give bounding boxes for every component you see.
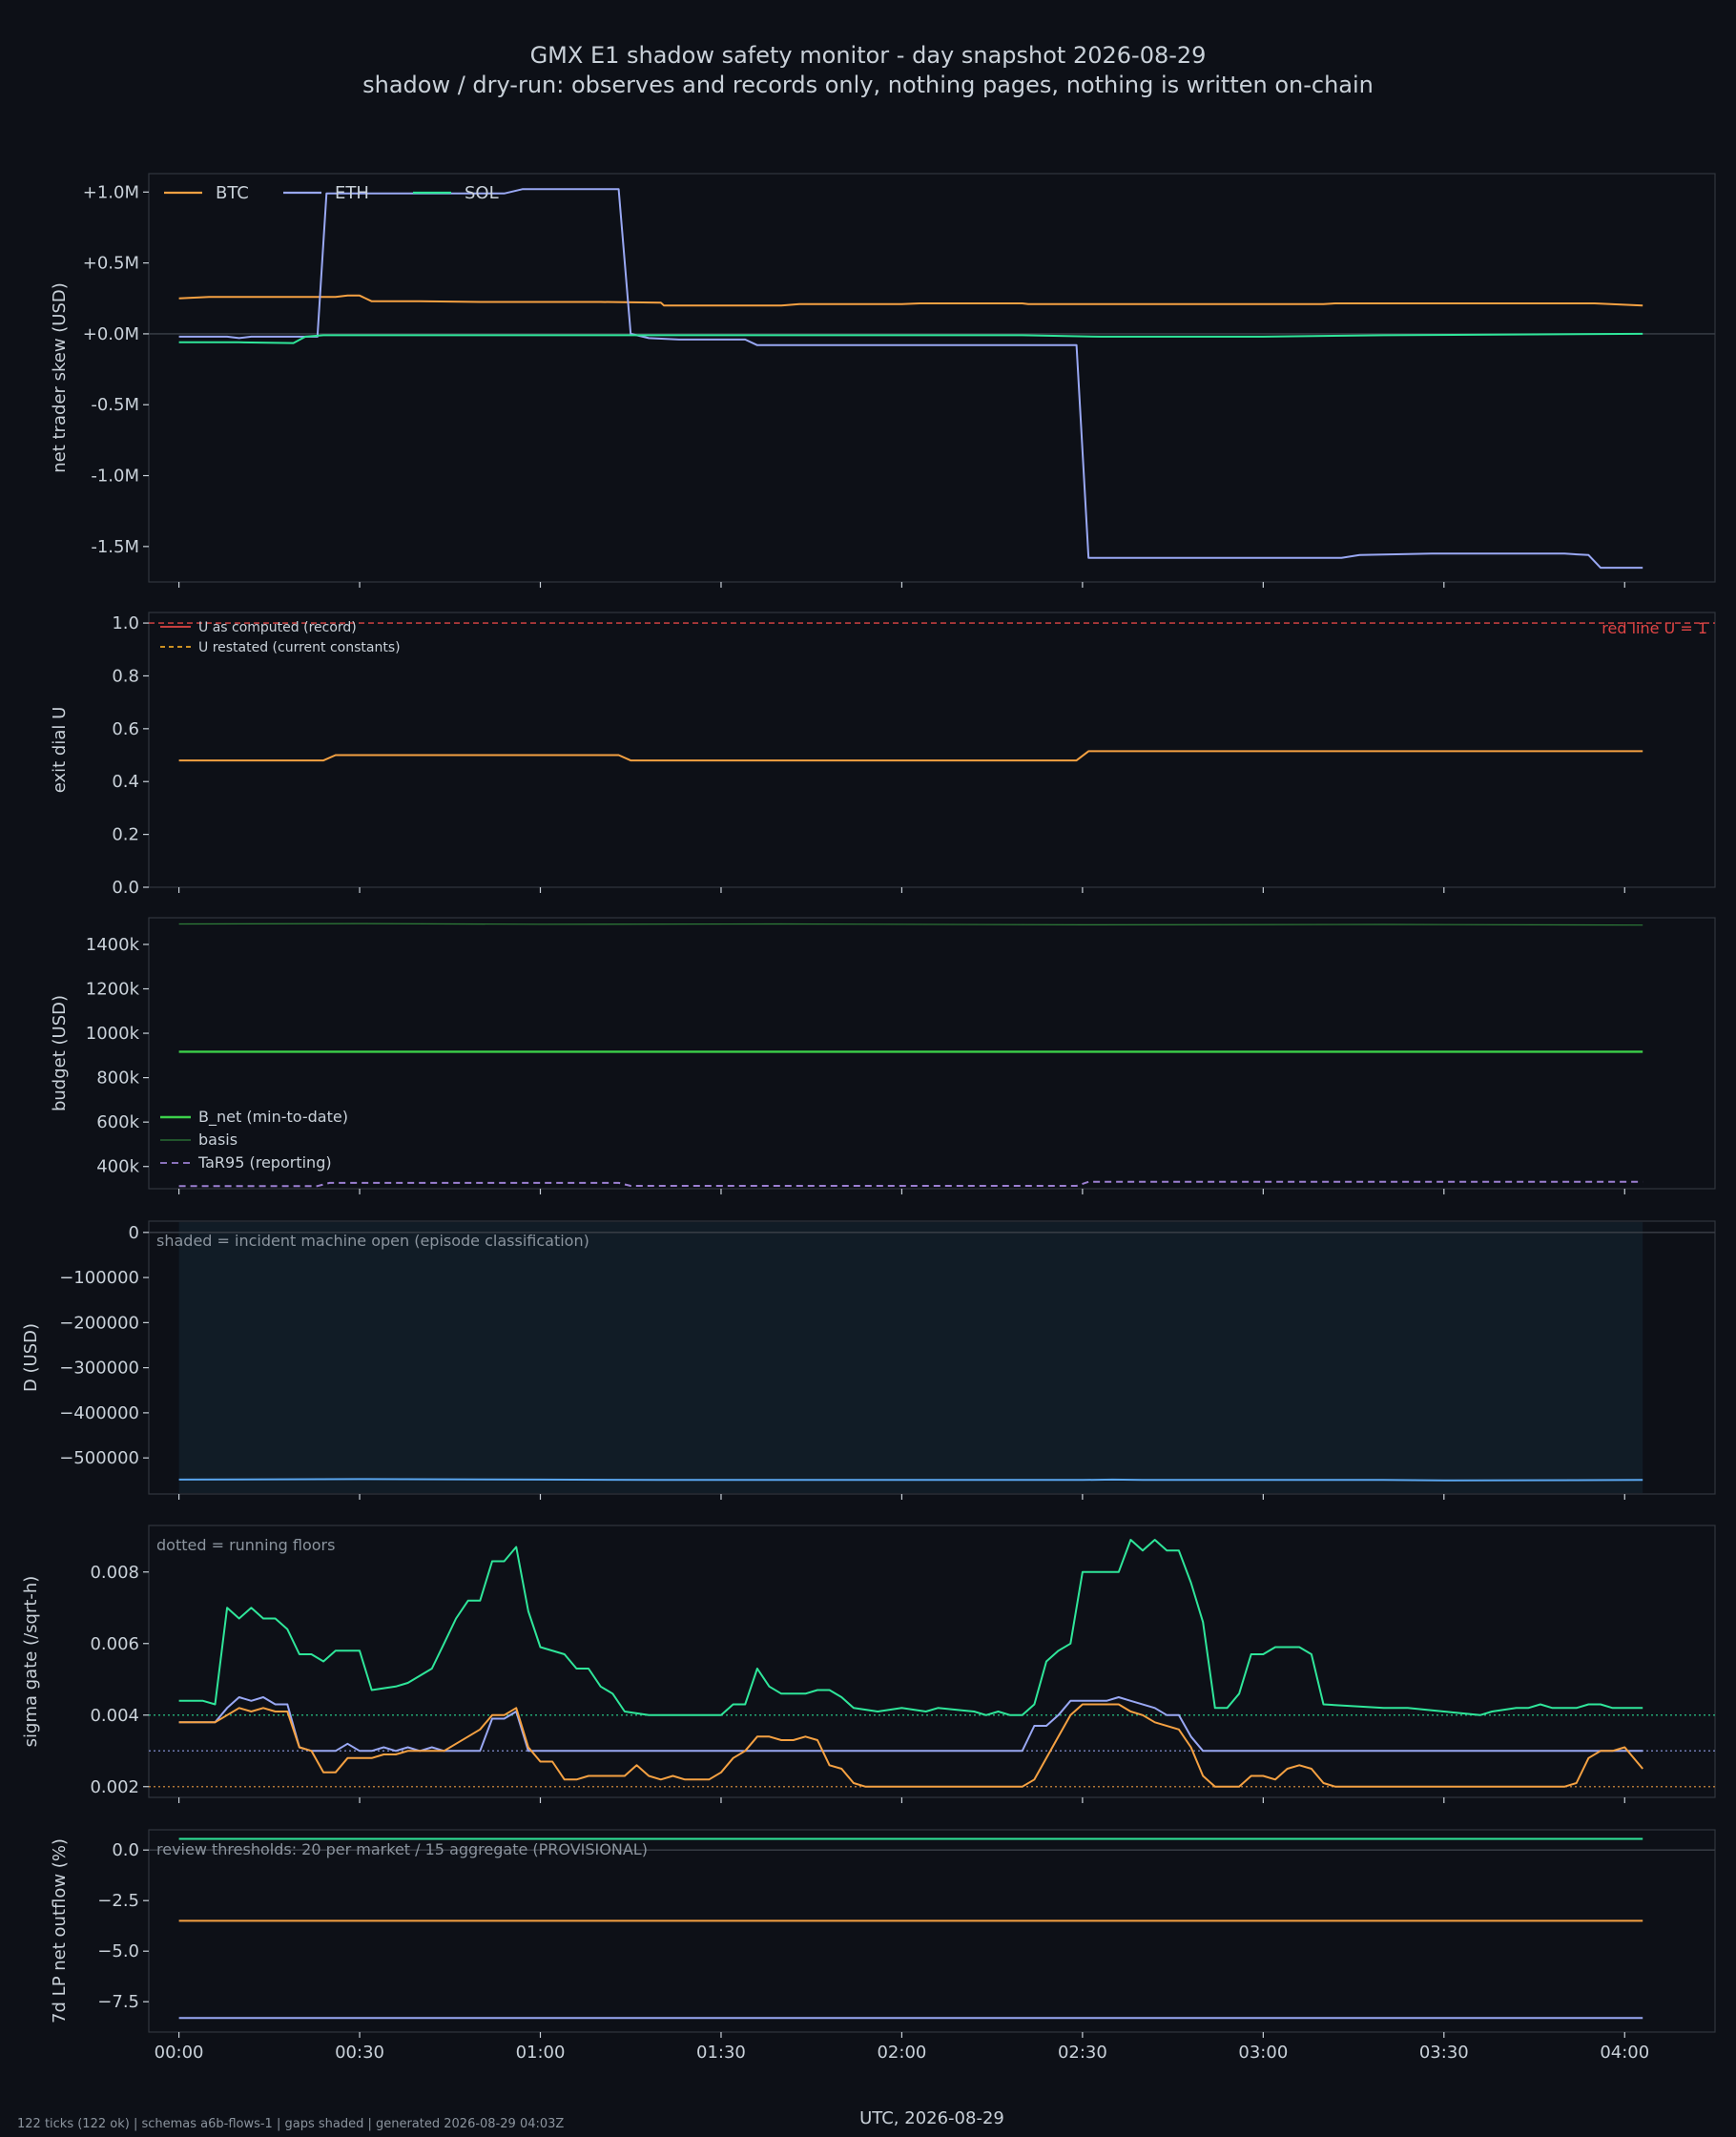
y-tick-label: 1.0 (112, 613, 139, 633)
y-axis-label: net trader skew (USD) (50, 282, 70, 473)
series-line-unnamed (178, 750, 1643, 762)
y-tick-label: 0.8 (112, 666, 139, 686)
axes-frame (148, 612, 1716, 888)
y-tick-label: −2.5 (97, 1891, 139, 1911)
y-axis-label: sigma gate (/sqrt-h) (21, 1576, 41, 1748)
chart-title: GMX E1 shadow safety monitor - day snaps… (530, 42, 1207, 69)
y-tick-label: 0.006 (90, 1634, 139, 1654)
y-tick-label: 0.0 (112, 878, 139, 898)
series-line-eth (178, 188, 1643, 570)
series-line-tar95-reporting- (178, 1180, 1643, 1188)
panel-budget: 400k 600k 800k 1000k 1200k 1400k budget (USD) B… (50, 917, 1716, 1194)
x-tick-label: 02:30 (1058, 2043, 1107, 2063)
panel-exit_dial: red line U = 1 0.0 0.2 0.4 0.6 0.8 1.0 exit dia… (50, 612, 1716, 898)
footer-status: 122 ticks (122 ok) | schemas a6b-flows-1… (17, 2117, 564, 2131)
axes-frame (148, 173, 1716, 583)
y-axis-label: 7d LP net outflow (%) (50, 1838, 70, 2023)
x-tick-label: 02:00 (877, 2043, 926, 2063)
y-tick-label: 0.6 (112, 719, 139, 739)
y-tick-label: 0.0 (112, 1840, 139, 1860)
panel-lp_outflow: 0.0 −2.5 −5.0 −7.5 00:00 00:30 01:00 01:30 02:00… (50, 1829, 1716, 2063)
y-tick-label: 400k (96, 1157, 139, 1177)
panel-drawdown: 0 −100000 −200000 −300000 −400000 −500000 D (U… (21, 1220, 1716, 1500)
y-tick-label: 600k (96, 1112, 139, 1132)
y-tick-label: 800k (96, 1068, 139, 1089)
y-tick-label: −100000 (59, 1268, 139, 1288)
y-axis-label: D (USD) (21, 1323, 41, 1392)
shaded-region (178, 1222, 1643, 1493)
reference-line-label: red line U = 1 (1602, 619, 1707, 637)
x-tick-label: 04:00 (1600, 2043, 1649, 2063)
y-axis-label: exit dial U (50, 707, 70, 794)
legend-label: BTC (216, 183, 249, 203)
x-tick-label: 03:00 (1238, 2043, 1288, 2063)
y-tick-label: 0 (129, 1223, 139, 1243)
y-tick-label: -0.5M (91, 395, 139, 415)
panel-note: review thresholds: 20 per market / 15 ag… (156, 1840, 648, 1858)
series-line-unnamed (178, 1478, 1643, 1482)
y-tick-label: 0.2 (112, 825, 139, 845)
panels: +1.0M +0.5M +0.0M -0.5M -1.0M -1.5M net trader… (21, 173, 1716, 2063)
panel-note: dotted = running floors (156, 1536, 335, 1554)
y-tick-label: −500000 (59, 1448, 139, 1468)
legend-label: ETH (335, 183, 369, 203)
y-tick-label: -1.5M (91, 537, 139, 557)
series-line-basis (178, 923, 1643, 926)
y-tick-label: 1200k (86, 979, 140, 999)
y-tick-label: 1400k (86, 935, 140, 955)
series-line-unnamed (178, 1703, 1643, 1788)
x-tick-label: 03:30 (1419, 2043, 1469, 2063)
x-tick-label: 01:00 (516, 2043, 566, 2063)
y-tick-label: −7.5 (97, 1992, 139, 2012)
y-axis-label: budget (USD) (50, 995, 70, 1111)
series-line-btc (178, 294, 1643, 307)
panel-note: shaded = incident machine open (episode … (156, 1232, 589, 1250)
y-tick-label: -1.0M (91, 467, 139, 487)
y-tick-label: +0.5M (83, 254, 139, 274)
legend-label: B_net (min-to-date) (198, 1108, 348, 1127)
x-tick-label: 00:00 (155, 2043, 204, 2063)
series-line-unnamed (178, 1696, 1643, 1753)
y-tick-label: 0.002 (90, 1777, 139, 1797)
panel-sigma: 0.002 0.004 0.006 0.008 sigma gate (/sqrt-h)… (21, 1525, 1716, 1803)
legend-label: SOL (465, 183, 499, 203)
x-axis-label: UTC, 2026-08-29 (859, 2108, 1004, 2128)
y-tick-label: −400000 (59, 1403, 139, 1423)
y-tick-label: −5.0 (97, 1941, 139, 1961)
legend-label: U as computed (record) (198, 620, 357, 635)
y-tick-label: +0.0M (83, 324, 139, 344)
y-tick-label: 1000k (86, 1024, 140, 1044)
legend-label: basis (198, 1131, 238, 1149)
series-line-unnamed (178, 1539, 1643, 1716)
legend-label: U restated (current constants) (198, 640, 401, 655)
x-tick-label: 01:30 (696, 2043, 746, 2063)
y-tick-label: −300000 (59, 1359, 139, 1379)
y-tick-label: 0.008 (90, 1563, 139, 1583)
y-tick-label: 0.4 (112, 772, 139, 792)
y-tick-label: −200000 (59, 1313, 139, 1333)
chart-subtitle: shadow / dry-run: observes and records o… (362, 72, 1374, 98)
series-line-sol (178, 332, 1643, 344)
panel-skew: +1.0M +0.5M +0.0M -0.5M -1.0M -1.5M net trader… (50, 173, 1716, 588)
axes-frame (148, 1829, 1716, 2033)
axes-frame (148, 1525, 1716, 1798)
y-tick-label: +1.0M (83, 182, 139, 202)
y-tick-label: 0.004 (90, 1706, 139, 1726)
legend-label: TaR95 (reporting) (197, 1153, 332, 1172)
x-tick-label: 00:30 (335, 2043, 384, 2063)
axes-frame (148, 917, 1716, 1190)
